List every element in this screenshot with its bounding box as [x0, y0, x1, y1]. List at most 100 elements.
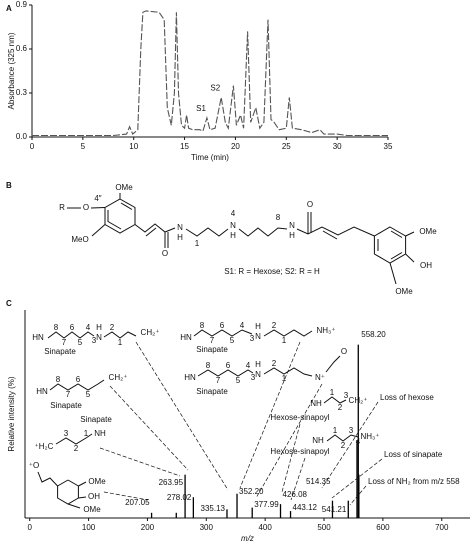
- atom-label: H: [289, 231, 295, 240]
- atom-number: 3: [344, 391, 349, 400]
- fragment-bond: [263, 329, 313, 337]
- peak-label: 352.20: [239, 487, 264, 496]
- peak-label: 278.02: [167, 493, 192, 502]
- peak-label: 558.20: [361, 330, 386, 339]
- x-tick-label: 700: [435, 523, 449, 532]
- atom-label: N: [289, 221, 295, 230]
- fragment-label: ⁺O: [29, 461, 39, 470]
- x-tick-label: 5: [81, 142, 86, 151]
- fragment-label: H: [255, 360, 261, 369]
- bond: [90, 207, 106, 209]
- peak-label: 207.05: [125, 498, 150, 507]
- atom-number: 4: [86, 323, 91, 332]
- fragment-label: CH₂⁺: [141, 328, 160, 337]
- fragment-label: Sinapate: [196, 387, 228, 396]
- atom-number: 7: [62, 338, 67, 347]
- fragment-label: OMe: [83, 505, 101, 514]
- atom-number: 2: [341, 441, 346, 450]
- bond: [389, 262, 397, 285]
- atom-number: 6: [76, 375, 81, 384]
- atom-number: 1: [84, 429, 89, 438]
- fragment-label: CH₂⁺: [349, 396, 368, 405]
- peak-label: 335.13: [201, 504, 226, 513]
- atom-number: 1: [282, 336, 287, 345]
- atom-label: OH: [420, 261, 432, 270]
- x-tick-label: 400: [258, 523, 272, 532]
- atom-number: 4: [246, 361, 251, 370]
- panel-label: B: [6, 181, 12, 190]
- fragment-label: ⁺H₂C: [35, 442, 54, 451]
- x-tick-label: 10: [129, 142, 138, 151]
- fragment-label: OMe: [88, 477, 106, 486]
- atom-number: 8: [206, 361, 211, 370]
- fragment-bond: [326, 434, 359, 442]
- fragment-label: N: [255, 332, 261, 341]
- fragment-label: H: [96, 323, 102, 332]
- atom-number: 8: [54, 323, 59, 332]
- bond: [107, 221, 122, 230]
- atom-number: 1: [333, 426, 338, 435]
- leader-line: [349, 485, 367, 506]
- peak-annotation: S2: [210, 84, 220, 93]
- atom-number: 3: [251, 373, 256, 382]
- atom-number: 5: [78, 338, 83, 347]
- atom-number: 3: [349, 426, 354, 435]
- fragment-label: N: [96, 333, 102, 342]
- leader-line: [135, 341, 229, 491]
- y-axis-label: Absorbance (325 nm): [7, 32, 16, 109]
- peak-annotation: S1: [196, 104, 206, 113]
- atom-number: 3: [92, 336, 97, 345]
- atom-number: 6: [220, 321, 225, 330]
- panel-label: C: [6, 299, 12, 308]
- x-tick-label: 25: [282, 142, 291, 151]
- atom-number: 5: [236, 376, 241, 385]
- atom-number: 8: [56, 375, 61, 384]
- y-tick-label: 0.6: [16, 44, 28, 53]
- structure-caption: S1: R = Hexose; S2: R = H: [224, 267, 320, 276]
- bond: [405, 231, 415, 237]
- leader-line: [99, 447, 181, 477]
- bond: [296, 226, 375, 237]
- leader-line: [321, 401, 379, 489]
- atom-number: 3: [64, 429, 69, 438]
- fragment-bond: [263, 367, 313, 377]
- leader-line: [331, 458, 383, 499]
- atom-label: N: [177, 223, 183, 232]
- leader-line: [239, 341, 301, 489]
- leader-line: [103, 491, 149, 501]
- atom-label: 1: [195, 239, 200, 248]
- atom-label: N: [230, 221, 236, 230]
- fragment-bond: [55, 433, 93, 445]
- atom-label: H: [230, 231, 236, 240]
- atom-number: 6: [70, 323, 75, 332]
- fragment-bond: [78, 481, 87, 487]
- fragment-bond: [49, 379, 105, 391]
- fragment-label: N⁺: [315, 373, 325, 382]
- y-tick-label: 0.9: [16, 0, 28, 9]
- fragment-label: O: [341, 347, 347, 356]
- loss-annotation: Loss of NH₂ from m/z 558: [368, 477, 460, 486]
- leader-line: [255, 383, 323, 499]
- fragment-label: NH₃⁺: [360, 432, 379, 441]
- atom-label: MeO: [71, 235, 88, 244]
- fragment-label: N: [255, 370, 261, 379]
- atom-number: 3: [250, 334, 255, 343]
- fragment-bond: [57, 479, 79, 505]
- fragment-bond: [103, 331, 137, 339]
- bond: [238, 227, 288, 237]
- fragment-label: Sinapate: [80, 415, 112, 424]
- fragment-bond: [37, 471, 58, 487]
- peak-label: 377.99: [254, 500, 279, 509]
- x-axis-label: Time (min): [191, 153, 229, 162]
- atom-number: 2: [74, 444, 79, 453]
- atom-label: OMe: [419, 227, 437, 236]
- atom-label: OMe: [395, 287, 413, 296]
- bond: [185, 227, 229, 237]
- fragment-bond: [323, 396, 347, 404]
- x-tick-label: 200: [141, 523, 155, 532]
- atom-number: 7: [210, 336, 215, 345]
- fragment-bond: [197, 369, 254, 377]
- peak-label: 541.21: [322, 505, 347, 514]
